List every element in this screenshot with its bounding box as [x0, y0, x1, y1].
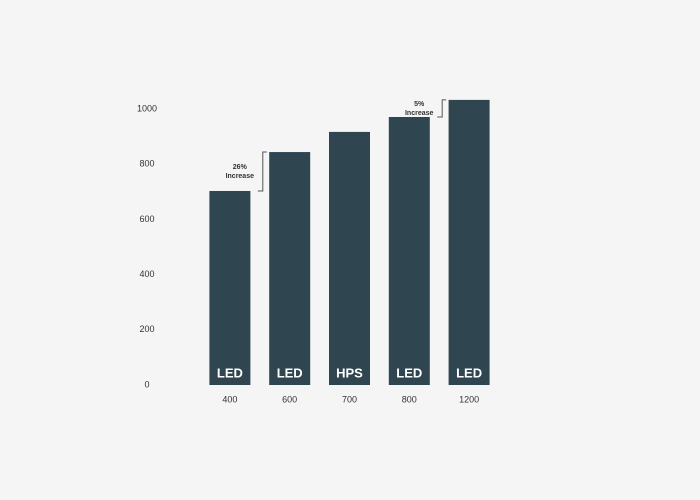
annotation-text: Increase: [226, 173, 255, 180]
annotation-text: 26%: [233, 164, 248, 171]
bar-label: LED: [396, 365, 422, 380]
annotation-text: 5%: [414, 101, 425, 108]
bar: [388, 117, 430, 385]
x-tick-label: 600: [282, 394, 297, 404]
x-tick-label: 1200: [459, 394, 479, 404]
annotation-bracket: [257, 151, 267, 192]
bar: [448, 99, 490, 385]
y-tick-label: 0: [144, 379, 149, 389]
bar-label: LED: [217, 365, 243, 380]
x-tick-label: 800: [402, 394, 417, 404]
bar: [209, 190, 251, 385]
annotation-text: Increase: [405, 110, 434, 117]
bar: [269, 152, 311, 385]
annotation-bracket: [437, 99, 447, 118]
bar-label: LED: [456, 365, 482, 380]
y-tick-label: 1000: [137, 103, 157, 113]
y-tick-label: 400: [139, 269, 154, 279]
x-tick-label: 700: [342, 394, 357, 404]
y-tick-label: 200: [139, 324, 154, 334]
bar-label: LED: [277, 365, 303, 380]
y-tick-label: 800: [139, 159, 154, 169]
bar: [329, 131, 370, 385]
x-tick-label: 400: [222, 394, 237, 404]
y-tick-label: 600: [139, 214, 154, 224]
bar-label: HPS: [336, 365, 363, 380]
